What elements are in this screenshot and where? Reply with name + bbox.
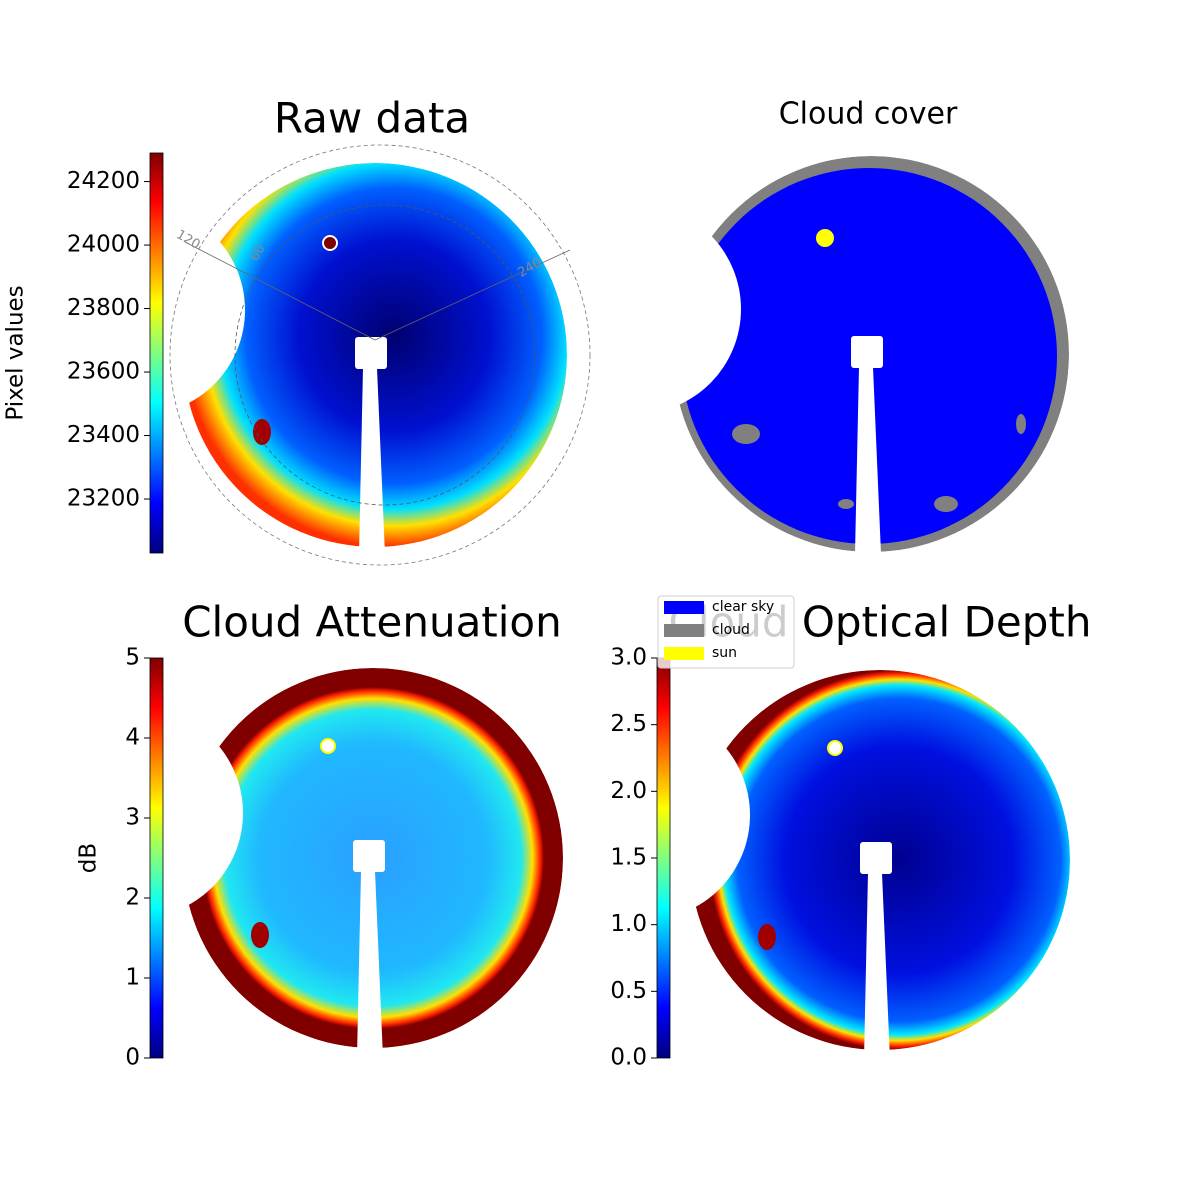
cloud-patch [1016,414,1026,434]
camera-stem [357,871,383,1058]
tick-label: 3.0 [610,645,647,671]
legend-label: clear sky [712,599,774,615]
polar-label: 60 [247,242,268,264]
tick-label: 24200 [67,168,140,194]
legend: clear sky cloud sun [657,595,795,669]
tick-label: 23600 [67,359,140,385]
polar-ring [234,204,536,506]
cloud-blob [758,924,776,950]
cloud-patch [732,424,760,444]
tick-label: 4 [125,725,140,751]
camera-stem [864,873,890,1060]
tick-label: 0.0 [610,1045,647,1071]
tick-label: 23400 [67,422,140,448]
colorbar-label: dB [76,843,102,873]
legend-label: cloud [712,622,750,638]
polar-spoke [374,249,571,341]
colorbar [149,657,164,1059]
tick-label: 5 [125,645,140,671]
panel-title: Raw data [274,94,470,143]
tick-label: 23800 [67,295,140,321]
panel-title: Cloud cover [779,97,958,132]
colorbar-label: Pixel values [3,285,29,420]
tick-label: 2.0 [610,778,647,804]
tick-label: 0 [125,1045,140,1071]
sun-spot [827,740,843,756]
camera-arm [851,336,883,368]
camera-arm [355,337,387,369]
colorbar [149,152,164,554]
cloud-patch [934,496,958,512]
camera-arm [860,842,892,874]
colorbar [656,657,671,1059]
sun-spot [320,738,336,754]
tick-label: 2 [125,885,140,911]
legend-swatch [664,624,704,637]
tick-label: 1 [125,965,140,991]
legend-label: sun [712,645,737,661]
sun [816,229,834,247]
tick-label: 0.5 [610,978,647,1004]
tick-label: 3 [125,805,140,831]
sun-spot [322,235,338,251]
camera-stem [855,367,881,554]
panel-title: Cloud Attenuation [182,598,562,647]
polar-ring [169,144,591,566]
tick-label: 1.5 [610,845,647,871]
legend-swatch [664,647,704,660]
camera-arm [353,840,385,872]
tick-label: 1.0 [610,911,647,937]
legend-swatch [664,601,704,614]
tick-label: 2.5 [610,711,647,737]
tick-label: 24000 [67,232,140,258]
cloud-blob [253,419,271,445]
cloud-patch [838,499,854,509]
cloud-blob [251,922,269,948]
tick-label: 23200 [67,486,140,512]
polar-spoke [184,241,376,341]
camera-stem [359,368,385,555]
